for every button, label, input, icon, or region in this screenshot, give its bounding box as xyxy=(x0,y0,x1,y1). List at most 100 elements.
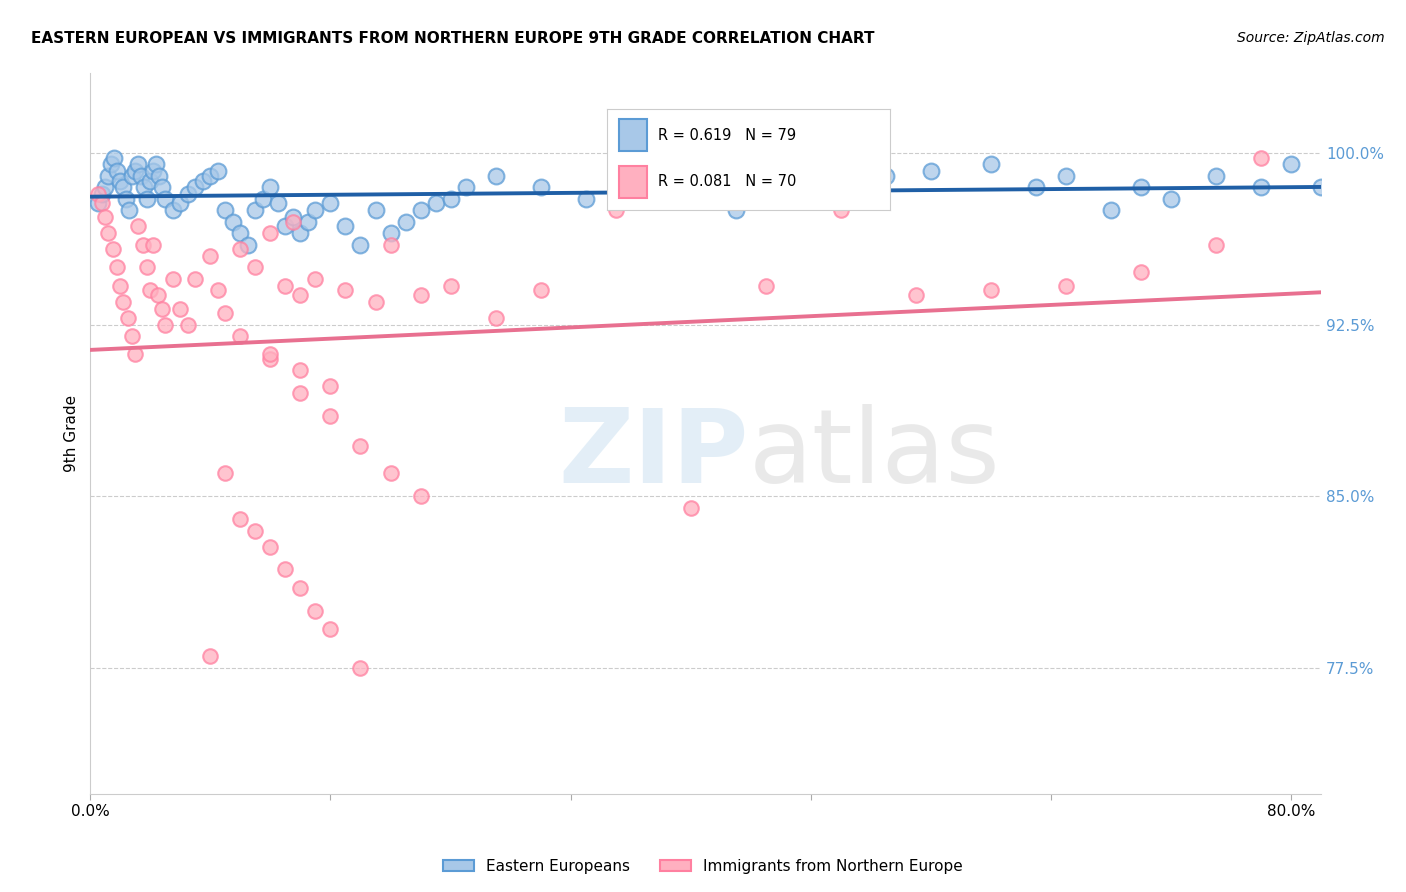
Point xyxy=(1369,164,1392,178)
Point xyxy=(281,215,304,229)
Point xyxy=(830,180,852,194)
Point xyxy=(169,196,191,211)
Point xyxy=(117,310,139,325)
Point xyxy=(259,226,281,240)
Point xyxy=(162,203,184,218)
Point xyxy=(380,237,402,252)
Point xyxy=(484,310,506,325)
Point xyxy=(409,203,432,218)
Point xyxy=(1250,180,1272,194)
Point xyxy=(132,237,155,252)
Point xyxy=(184,180,207,194)
Point xyxy=(142,164,165,178)
Point xyxy=(364,203,387,218)
Point xyxy=(127,157,149,171)
Point xyxy=(177,318,200,332)
Point xyxy=(335,283,357,297)
Point xyxy=(162,272,184,286)
Point xyxy=(222,215,245,229)
Point xyxy=(97,169,120,183)
Point xyxy=(605,203,627,218)
Point xyxy=(1310,180,1333,194)
Point xyxy=(145,157,167,171)
Point xyxy=(87,196,110,211)
Point xyxy=(142,237,165,252)
Point xyxy=(200,649,222,664)
Point xyxy=(319,196,342,211)
Point xyxy=(115,192,138,206)
Point xyxy=(454,180,477,194)
Point xyxy=(425,196,447,211)
Point xyxy=(1130,180,1153,194)
Point xyxy=(319,622,342,636)
Point xyxy=(319,409,342,424)
Point xyxy=(679,500,702,515)
Text: EASTERN EUROPEAN VS IMMIGRANTS FROM NORTHERN EUROPE 9TH GRADE CORRELATION CHART: EASTERN EUROPEAN VS IMMIGRANTS FROM NORT… xyxy=(31,31,875,46)
Point xyxy=(1250,151,1272,165)
Point xyxy=(118,203,141,218)
Point xyxy=(252,192,274,206)
Point xyxy=(91,196,114,211)
Point xyxy=(127,219,149,234)
Point xyxy=(97,226,120,240)
Point xyxy=(229,512,252,526)
Point xyxy=(214,203,236,218)
Point xyxy=(290,363,312,377)
Point xyxy=(131,169,153,183)
Point xyxy=(304,203,326,218)
Point xyxy=(349,661,371,675)
Point xyxy=(439,192,461,206)
Point xyxy=(139,283,162,297)
Point xyxy=(920,164,942,178)
Point xyxy=(1324,192,1347,206)
Point xyxy=(259,347,281,361)
Point xyxy=(94,180,117,194)
Point xyxy=(148,169,170,183)
Text: atlas: atlas xyxy=(749,404,1001,506)
Point xyxy=(830,203,852,218)
Point xyxy=(91,187,114,202)
Point xyxy=(236,237,259,252)
Point xyxy=(100,157,122,171)
Point xyxy=(904,288,927,302)
Point xyxy=(1340,169,1362,183)
Point xyxy=(245,524,267,538)
Point xyxy=(177,187,200,202)
Point xyxy=(105,260,128,275)
Point xyxy=(1130,265,1153,279)
Point xyxy=(207,164,229,178)
Point xyxy=(304,604,326,618)
Point xyxy=(124,164,146,178)
Point xyxy=(136,192,159,206)
Point xyxy=(484,169,506,183)
Point xyxy=(530,180,553,194)
Point xyxy=(101,242,124,256)
Point xyxy=(380,467,402,481)
Y-axis label: 9th Grade: 9th Grade xyxy=(65,395,79,472)
Point xyxy=(364,294,387,309)
Point xyxy=(259,540,281,554)
Point xyxy=(679,169,702,183)
Point xyxy=(530,283,553,297)
Point xyxy=(290,288,312,302)
Point xyxy=(297,215,319,229)
Point xyxy=(380,226,402,240)
Point xyxy=(1205,237,1227,252)
Point xyxy=(1400,180,1406,194)
Point xyxy=(139,173,162,187)
Point xyxy=(980,157,1002,171)
Point xyxy=(169,301,191,316)
Point xyxy=(121,169,143,183)
Point xyxy=(245,203,267,218)
Point xyxy=(769,192,792,206)
Point xyxy=(1099,203,1122,218)
Point xyxy=(1355,180,1378,194)
Point xyxy=(875,169,897,183)
Point xyxy=(274,278,297,293)
Legend: Eastern Europeans, Immigrants from Northern Europe: Eastern Europeans, Immigrants from North… xyxy=(437,853,969,880)
Point xyxy=(87,187,110,202)
Point xyxy=(349,237,371,252)
Point xyxy=(200,169,222,183)
Point xyxy=(146,288,169,302)
Point xyxy=(259,351,281,366)
